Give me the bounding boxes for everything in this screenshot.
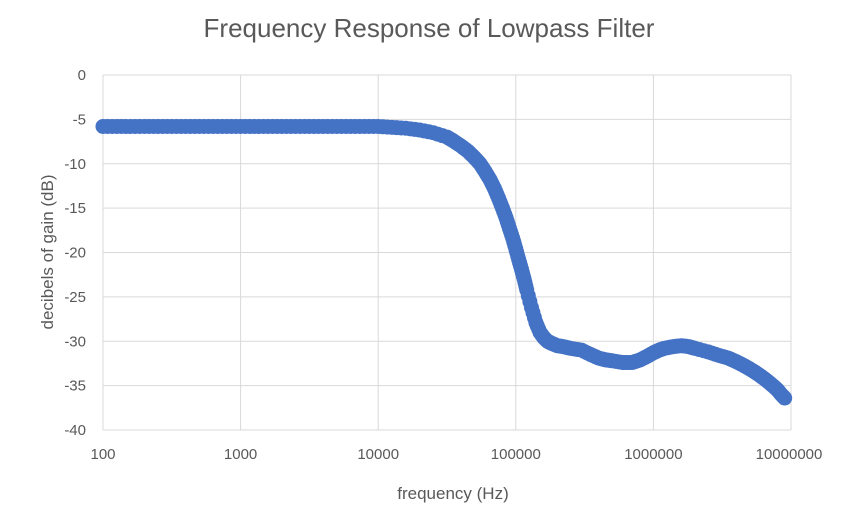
x-tick-label: 1000 [224, 446, 257, 463]
y-tick-label: -35 [64, 378, 86, 395]
y-tick-label: -25 [64, 289, 86, 306]
y-axis-title: decibels of gain (dB) [38, 175, 57, 330]
x-axis-title: frequency (Hz) [397, 484, 508, 503]
data-series [95, 118, 793, 406]
x-tick-label: 10000000 [756, 446, 823, 463]
x-tick-label: 1000000 [624, 446, 682, 463]
data-point-fill [776, 389, 792, 405]
x-tick-label: 100000 [491, 446, 541, 463]
y-tick-label: -40 [64, 422, 86, 439]
y-axis-tick-labels: 0 -5 -10 -15 -20 -25 -30 -35 -40 [64, 67, 86, 439]
y-tick-label: -20 [64, 245, 86, 262]
y-tick-label: -15 [64, 200, 86, 217]
x-tick-label: 10000 [357, 446, 399, 463]
x-axis-tick-labels: 100 1000 10000 100000 1000000 10000000 [90, 446, 822, 463]
y-tick-label: -5 [73, 111, 86, 128]
y-tick-label: -30 [64, 333, 86, 350]
chart-title: Frequency Response of Lowpass Filter [204, 13, 655, 43]
x-tick-label: 100 [90, 446, 115, 463]
y-tick-label: -10 [64, 156, 86, 173]
y-tick-label: 0 [78, 67, 86, 84]
